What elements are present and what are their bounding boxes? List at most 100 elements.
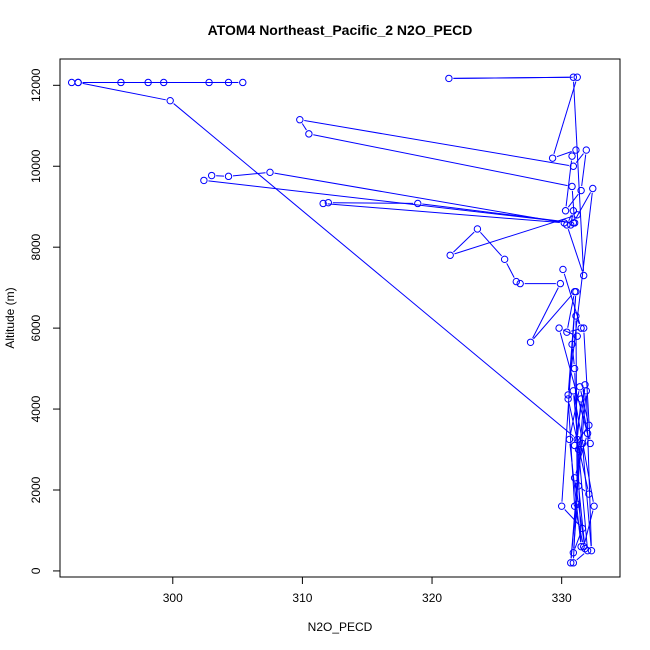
data-point (572, 287, 580, 296)
series-segment (568, 192, 593, 391)
series-segment (274, 172, 560, 223)
series-segment (572, 348, 575, 365)
data-point (568, 182, 576, 191)
data-point (564, 391, 572, 399)
data-point (585, 490, 593, 498)
data-point (74, 78, 82, 87)
data-point (224, 78, 233, 87)
series-segment (573, 395, 588, 547)
series-segment (301, 123, 307, 131)
series-segment (532, 287, 559, 339)
data-point (166, 96, 174, 105)
data-point (577, 324, 585, 332)
series-segment (556, 151, 572, 158)
data-point (548, 154, 557, 162)
data-point (160, 78, 168, 87)
series-segment (562, 329, 574, 335)
data-point (574, 445, 583, 454)
data-point (573, 435, 581, 444)
data-point (580, 324, 588, 332)
data-point (446, 251, 454, 259)
series-segment (480, 231, 502, 257)
data-point (414, 199, 422, 208)
series-segment (568, 214, 572, 222)
data-point (568, 340, 576, 349)
y-tick-label: 0 (29, 567, 43, 574)
y-tick-label: 8000 (29, 234, 43, 261)
data-point (144, 78, 152, 87)
y-tick-label: 10000 (29, 149, 43, 183)
x-tick-label: 330 (552, 591, 572, 605)
data-point (556, 279, 565, 288)
series-segment (573, 395, 594, 502)
series-segment (82, 82, 166, 101)
data-point (512, 277, 520, 286)
data-point (572, 312, 580, 320)
x-axis: 300 310 320 330 (163, 576, 572, 605)
y-tick-label: 2000 (29, 476, 43, 503)
data-point (577, 186, 585, 195)
series-segment (570, 389, 586, 559)
data-point (445, 74, 453, 83)
plot-frame (59, 58, 621, 578)
data-point (67, 78, 76, 87)
series-segment (583, 332, 591, 439)
series-segment (561, 296, 577, 502)
data-point (561, 207, 570, 215)
y-tick-label: 4000 (29, 395, 43, 422)
series-segment (567, 403, 575, 502)
y-tick-label: 6000 (29, 314, 43, 341)
data-point (577, 542, 585, 551)
series-segment (575, 192, 591, 220)
data-point (587, 546, 596, 555)
data-point (578, 439, 587, 448)
y-axis-label: Altitude (m) (3, 287, 17, 348)
x-axis-label: N2O_PECD (308, 620, 373, 634)
data-point (500, 255, 509, 264)
data-point (224, 172, 233, 181)
data-point (568, 152, 576, 160)
y-axis: 0 2000 4000 6000 8000 10000 12000 (29, 68, 61, 574)
x-tick-label: 320 (422, 591, 442, 605)
data-point (569, 73, 578, 81)
data-point (555, 324, 563, 332)
data-point (583, 546, 592, 555)
data-point (559, 265, 567, 274)
data-point (570, 441, 579, 450)
series-segment (232, 172, 266, 177)
series-segment (208, 180, 569, 223)
data-point (572, 146, 580, 154)
data-point (581, 381, 589, 389)
data-point (239, 78, 247, 87)
x-tick-label: 300 (163, 591, 183, 605)
series-segment (574, 532, 582, 549)
data-point (574, 482, 583, 490)
data-point (569, 549, 578, 557)
data-point (582, 146, 590, 154)
data-point (570, 364, 579, 373)
series-segment (304, 119, 569, 166)
data-point (573, 332, 581, 340)
data-point (580, 271, 588, 280)
data-point (573, 73, 581, 81)
series-segment (577, 319, 580, 325)
data-point (305, 130, 313, 138)
data-point (324, 198, 333, 207)
data-point (580, 542, 588, 551)
data-point (567, 559, 575, 567)
data-point (576, 383, 584, 391)
series-segment (553, 81, 577, 154)
data-point (578, 524, 587, 533)
data-point (296, 116, 304, 124)
data-point (266, 168, 274, 177)
series-segment (533, 294, 573, 340)
data-point (573, 211, 581, 219)
data-point (200, 176, 208, 185)
data-point (585, 421, 593, 429)
data-point (577, 395, 585, 403)
data-point (117, 78, 125, 87)
series-layer (67, 73, 598, 567)
data-point (205, 78, 213, 87)
data-point (589, 184, 597, 193)
